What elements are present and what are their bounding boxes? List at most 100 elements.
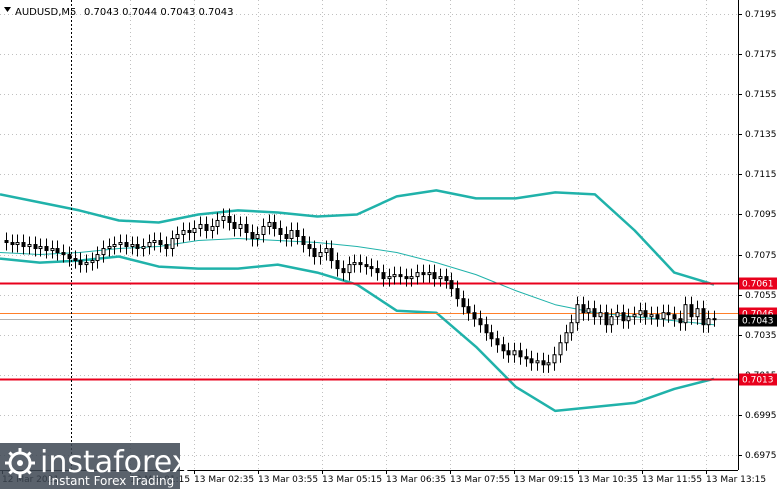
candle-body (712, 318, 717, 321)
candle-body (312, 248, 317, 258)
candle-body (15, 242, 20, 246)
candle-body (706, 318, 711, 326)
candle-body (44, 246, 49, 252)
candle-body (215, 219, 220, 227)
price-tag-box (739, 314, 777, 327)
candle-body (455, 288, 460, 300)
price-tag-box (739, 373, 777, 386)
candle-body (364, 264, 369, 268)
candle-body (329, 248, 334, 262)
candle-body (495, 338, 500, 346)
candle-body (278, 227, 283, 235)
candle-body (569, 322, 574, 334)
x-tick-label: 13 Mar 13:15 (706, 475, 766, 485)
x-tick-label: 13 Mar 05:15 (322, 475, 382, 485)
candle-body (415, 272, 420, 278)
y-tick-label: 0.6995 (745, 411, 777, 421)
candle-body (478, 318, 483, 326)
candle-body (318, 252, 323, 258)
candle-body (461, 298, 466, 308)
candle-body (307, 244, 312, 250)
candle-body (421, 272, 426, 276)
candle-body (295, 229, 300, 238)
candle-body (204, 223, 209, 231)
y-tick-label: 0.7095 (745, 210, 777, 220)
candle-body (267, 221, 272, 227)
candle-body (449, 280, 454, 290)
price-tag-label: 0.7013 (742, 376, 774, 386)
candle-body (33, 244, 38, 250)
candle-body (695, 308, 700, 318)
y-tick-label: 0.7115 (745, 170, 777, 180)
candle-body (84, 262, 89, 266)
candle-body (324, 248, 329, 254)
candle-body (181, 229, 186, 235)
candle-body (61, 252, 66, 256)
candle-body (621, 312, 626, 322)
candle-body (255, 234, 260, 240)
y-tick-label: 0.7175 (745, 50, 777, 60)
price-tag-box (739, 277, 777, 290)
candle-body (524, 356, 529, 360)
dropdown-arrow-icon[interactable] (4, 7, 11, 12)
candle-body (643, 310, 648, 318)
candle-body (586, 308, 591, 314)
y-tick-label: 0.7055 (745, 291, 777, 301)
x-tick-label: 13 Mar 06:35 (386, 475, 446, 485)
candle-body (272, 221, 277, 229)
candle-body (387, 276, 392, 280)
candle-body (221, 215, 226, 221)
candle-body (238, 223, 243, 229)
candle-body (95, 254, 100, 262)
candle-body (358, 262, 363, 266)
candle-body (289, 229, 294, 240)
candle-body (672, 314, 677, 320)
candle-body (701, 308, 706, 326)
chart-header: AUDUSD,M5 0.7043 0.7044 0.7043 0.7043 (4, 7, 234, 18)
candle-body (164, 244, 169, 250)
logo-mark-icon (5, 448, 35, 478)
candle-body (21, 242, 26, 248)
candle-body (427, 272, 432, 276)
candle-body (67, 254, 72, 260)
candle-body (192, 227, 197, 233)
candle-body (649, 314, 654, 318)
candle-body (152, 240, 157, 244)
candle-body (438, 276, 443, 280)
candle-body (335, 260, 340, 270)
candle-body (369, 266, 374, 270)
candle-body (484, 324, 489, 334)
candle-body (38, 246, 43, 250)
x-tick-label: 13 Mar 09:15 (514, 475, 574, 485)
candle-body (130, 244, 135, 248)
candle-body (381, 272, 386, 280)
candle-body (472, 312, 477, 320)
candle-body (404, 276, 409, 280)
candle-body (141, 246, 146, 250)
x-tick-label: 13 Mar 03:55 (258, 475, 318, 485)
candle-body (638, 310, 643, 316)
candle-body (626, 316, 631, 322)
candle-body (261, 225, 266, 235)
candle-body (73, 258, 78, 262)
candle-body (581, 304, 586, 314)
candle-body (506, 350, 511, 356)
candle-body (655, 314, 660, 320)
logo-brand: instaforex (40, 445, 189, 480)
grid-lines (0, 0, 737, 470)
candle-body (689, 304, 694, 318)
candle-body (678, 318, 683, 324)
candle-body (101, 248, 106, 256)
candle-body (683, 304, 688, 324)
candle-body (347, 264, 352, 274)
candle-body (232, 221, 237, 229)
candle-body (558, 342, 563, 356)
candle-body (518, 350, 523, 358)
candle-body (55, 248, 60, 254)
candle-body (107, 246, 112, 250)
y-tick-label: 0.6975 (745, 451, 777, 461)
candle-body (564, 332, 569, 344)
